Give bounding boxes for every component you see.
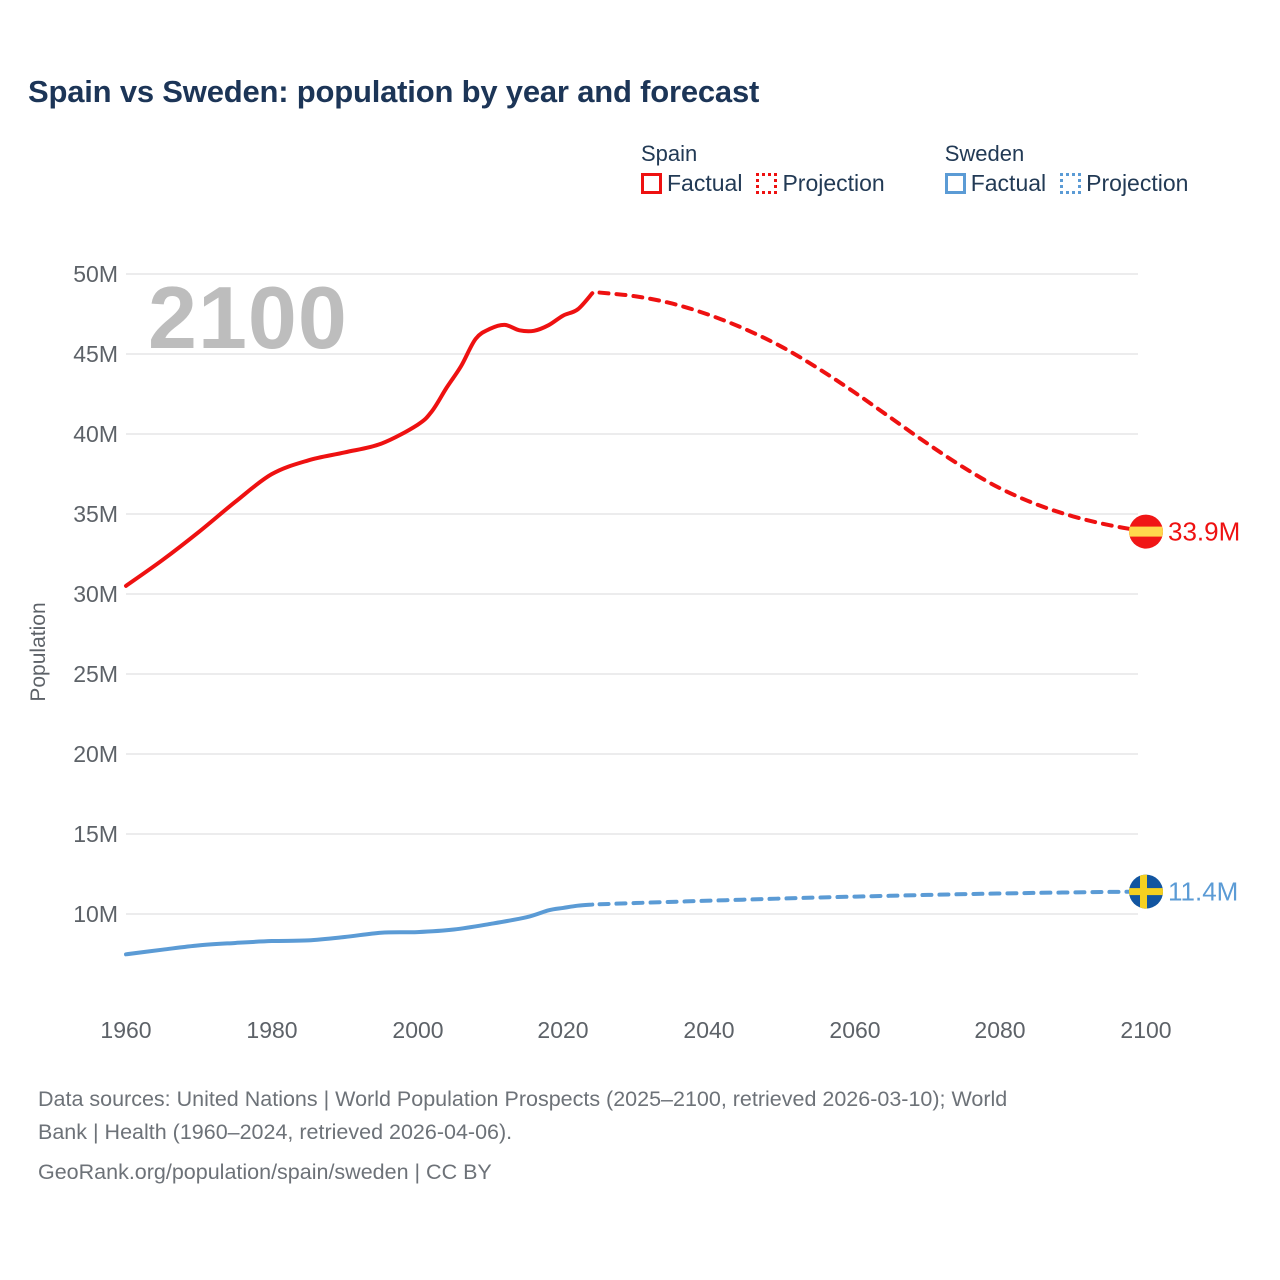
- footer-attribution: GeoRank.org/population/spain/sweden | CC…: [38, 1159, 492, 1184]
- year-watermark: 2100: [148, 268, 348, 367]
- legend-country-sweden: Sweden: [944, 141, 1025, 166]
- legend-label-sweden-factual: Factual: [970, 170, 1047, 197]
- spain-endpoint[interactable]: 33.9M: [1128, 514, 1240, 549]
- x-tick-label: 2020: [537, 1017, 588, 1043]
- footer-sources-line-2: Bank | Health (1960–2024, retrieved 2026…: [38, 1120, 513, 1145]
- legend-swatch-solid-icon: [641, 173, 662, 195]
- spain-projection-line[interactable]: [597, 290, 1148, 534]
- page-title: Spain vs Sweden: population by year and …: [28, 74, 760, 109]
- legend-label-spain-projection: Projection: [782, 170, 885, 197]
- legend-label-spain-factual: Factual: [667, 170, 743, 197]
- sweden-projection-line[interactable]: [597, 889, 1148, 907]
- chart-legend: Spain Factual Projection Sweden Factual: [641, 141, 1188, 197]
- x-tick-label: 2100: [1120, 1017, 1171, 1043]
- x-axis-ticks: 1960 1980 2000 2020 2040 2060 2080 2100: [100, 1017, 1171, 1043]
- y-tick-label: 50M: [73, 261, 118, 287]
- legend-item-sweden-projection[interactable]: Projection: [1060, 172, 1188, 195]
- plot-area: 2100 50M 45M 40M 35M 30M 25M: [27, 261, 1240, 1043]
- legend-row-spain: Factual Projection: [641, 172, 885, 195]
- y-tick-label: 25M: [73, 661, 118, 687]
- legend-swatch-dotted-icon: [756, 173, 778, 195]
- y-tick-label: 10M: [73, 901, 118, 927]
- legend-group-spain: Spain Factual Projection: [641, 141, 885, 195]
- x-tick-label: 2080: [974, 1017, 1025, 1043]
- x-tick-label: 1960: [100, 1017, 151, 1043]
- spain-flag-icon: [1129, 514, 1163, 549]
- y-tick-label: 15M: [73, 821, 118, 847]
- sweden-endpoint-label: 11.4M: [1168, 877, 1238, 907]
- legend-country-spain: Spain: [641, 141, 698, 166]
- spain-endpoint-label: 33.9M: [1168, 517, 1240, 547]
- y-axis-title: Population: [27, 602, 50, 701]
- legend-swatch-dotted-icon: [1060, 173, 1082, 195]
- legend-item-sweden-factual[interactable]: Factual: [944, 170, 1047, 197]
- series-paths: [124, 290, 1148, 957]
- y-tick-label: 35M: [73, 501, 118, 527]
- x-tick-label: 2060: [829, 1017, 880, 1043]
- spain-factual-line[interactable]: [124, 291, 595, 588]
- legend-item-spain-projection[interactable]: Projection: [756, 170, 885, 197]
- legend-label-sweden-projection: Projection: [1086, 170, 1189, 197]
- y-tick-label: 40M: [73, 421, 118, 447]
- legend-group-sweden: Sweden Factual Projection: [944, 141, 1188, 197]
- legend-item-spain-factual[interactable]: Factual: [641, 172, 742, 195]
- x-tick-label: 2000: [392, 1017, 443, 1043]
- y-tick-label: 45M: [73, 341, 118, 367]
- gridlines: [126, 273, 1138, 915]
- sweden-flag-icon: [1129, 874, 1163, 909]
- y-tick-label: 20M: [73, 741, 118, 767]
- x-tick-label: 1980: [246, 1017, 297, 1043]
- footer: Data sources: United Nations | World Pop…: [38, 1083, 1238, 1189]
- plot-svg: 2100 50M 45M 40M 35M 30M 25M: [27, 261, 1240, 1043]
- y-tick-label: 30M: [73, 581, 118, 607]
- sweden-factual-line[interactable]: [124, 902, 595, 957]
- sweden-endpoint[interactable]: 11.4M: [1128, 874, 1238, 910]
- legend-swatch-solid-icon: [944, 173, 966, 195]
- legend-row-sweden: Factual Projection: [944, 170, 1188, 197]
- y-axis-ticks: 50M 45M 40M 35M 30M 25M 20M 15M 10M: [73, 261, 118, 927]
- x-tick-label: 2040: [683, 1017, 734, 1043]
- footer-sources-line-1: Data sources: United Nations | World Pop…: [38, 1087, 1008, 1111]
